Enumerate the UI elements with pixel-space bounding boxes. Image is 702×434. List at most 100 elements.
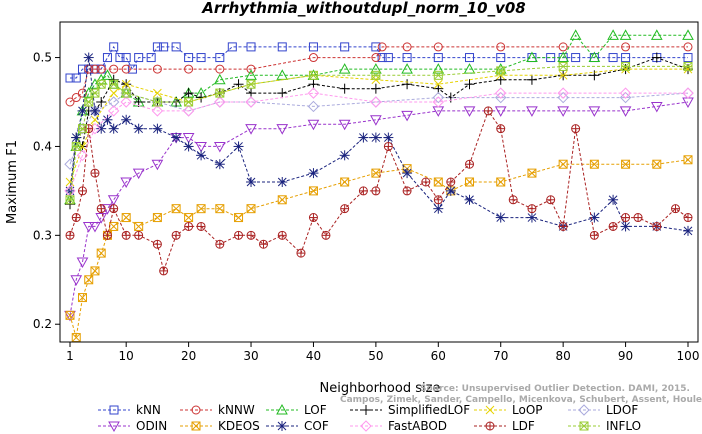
data-point-odin (338, 119, 351, 131)
data-point-kdeos (371, 168, 381, 178)
data-point-knn (377, 53, 387, 63)
data-point-ldf (633, 213, 643, 223)
data-point-simplifiedlof (526, 74, 537, 85)
data-point-odin (82, 221, 95, 233)
data-point-ldf (358, 186, 368, 196)
data-point-knn (109, 42, 119, 52)
data-point-ldf (421, 177, 431, 187)
data-point-cof (383, 132, 394, 143)
plot-area (64, 29, 694, 343)
data-point-ldf (371, 186, 381, 196)
series-line-fastabod (69, 92, 688, 192)
data-point-cof (89, 105, 100, 116)
data-point-odin (588, 106, 601, 117)
data-point-kdeos (589, 159, 599, 169)
data-point-lof (338, 63, 351, 74)
data-point-fastabod (245, 96, 257, 108)
legend-item-odin: ODIN (98, 419, 167, 433)
data-point-inflo (433, 70, 443, 80)
legend-item-fastabod: FastABOD (350, 419, 447, 433)
x-tick-label: 70 (493, 349, 508, 363)
data-point-knnw (152, 64, 162, 74)
data-point-fastabod (557, 87, 569, 99)
data-point-knnw (558, 42, 568, 52)
data-point-loop (121, 79, 131, 89)
x-tick-label: 50 (368, 349, 383, 363)
data-point-cof (526, 212, 537, 223)
series-inflo (65, 61, 693, 205)
data-point-cof (464, 194, 475, 205)
data-point-cof (108, 123, 119, 134)
data-point-lof (569, 29, 582, 40)
data-point-knn (621, 53, 631, 63)
data-point-ldf (571, 124, 581, 134)
data-point-lof (607, 29, 619, 40)
data-point-knnw (121, 64, 131, 74)
data-point-ldf (496, 124, 506, 134)
data-point-inflo (90, 88, 100, 98)
data-point-knn (383, 53, 393, 63)
data-point-odin (463, 106, 476, 117)
chart-title: Arrhythmia_withoutdupl_norm_10_v08 (201, 0, 525, 17)
data-point-kdeos (134, 221, 144, 231)
data-point-kdeos (84, 275, 94, 285)
data-point-inflo (152, 97, 162, 107)
data-point-kdeos (652, 159, 662, 169)
data-point-kdeos (77, 293, 87, 303)
data-point-ldf (121, 230, 131, 240)
legend-marker-simplifiedlof (361, 405, 371, 415)
data-point-kdeos (683, 155, 693, 165)
data-point-kdeos (621, 159, 631, 169)
data-point-knn (465, 53, 475, 63)
data-point-kdeos (171, 204, 181, 214)
legend-label: ODIN (136, 419, 167, 433)
data-point-ldf (589, 230, 599, 240)
data-point-ldf (77, 186, 87, 196)
y-tick-label: 0.4 (33, 139, 52, 153)
legend-label: LDOF (606, 403, 638, 417)
data-point-knn (152, 42, 162, 52)
data-point-knnw (184, 64, 194, 74)
data-point-cof (171, 132, 182, 143)
data-point-lof (526, 51, 538, 63)
data-point-ldof (120, 87, 132, 99)
legend-label: FastABOD (388, 419, 447, 433)
data-point-odin (245, 124, 257, 135)
legend-item-cof: COF (266, 419, 329, 433)
data-point-ldof (107, 96, 120, 108)
data-point-ldf (608, 221, 618, 231)
data-point-cof (370, 132, 381, 143)
data-point-ldof (151, 96, 164, 108)
data-point-knnw (371, 53, 381, 63)
data-point-simplifiedlof (183, 88, 194, 99)
y-axis-label: Maximum F1 (5, 140, 20, 224)
data-point-ldf (527, 204, 537, 214)
data-point-simplifiedlof (370, 83, 381, 94)
data-point-knnw (621, 42, 631, 52)
data-point-ldf (652, 221, 662, 231)
data-point-knn (65, 73, 75, 83)
x-tick-label: 10 (119, 349, 134, 363)
data-point-cof (77, 105, 88, 116)
data-point-simplifiedlof (402, 79, 413, 90)
legend-marker-odin (108, 421, 120, 433)
data-point-knn (227, 42, 237, 52)
data-point-ldof (495, 91, 507, 104)
data-point-kdeos (465, 177, 475, 187)
source-watermark-line-1: Source: Unsupervised Outlier Detection. … (420, 384, 690, 394)
data-point-odin (307, 119, 320, 131)
legend-item-inflo: INFLO (568, 419, 641, 433)
series-line-kdeos (69, 159, 689, 338)
data-point-ldf (134, 230, 144, 240)
x-axis-label: Neighborhood size (320, 381, 441, 396)
legend-marker-fastabod (360, 420, 372, 432)
data-point-simplifiedlof (495, 74, 506, 85)
data-point-odin (195, 141, 207, 153)
data-point-inflo (96, 79, 106, 89)
legend-item-knnw: kNNW (180, 403, 255, 417)
legend-marker-ldof (578, 404, 590, 416)
data-point-ldof (64, 158, 76, 170)
data-point-cof (233, 141, 244, 152)
data-point-fastabod (214, 96, 226, 108)
data-point-odin (151, 159, 164, 171)
